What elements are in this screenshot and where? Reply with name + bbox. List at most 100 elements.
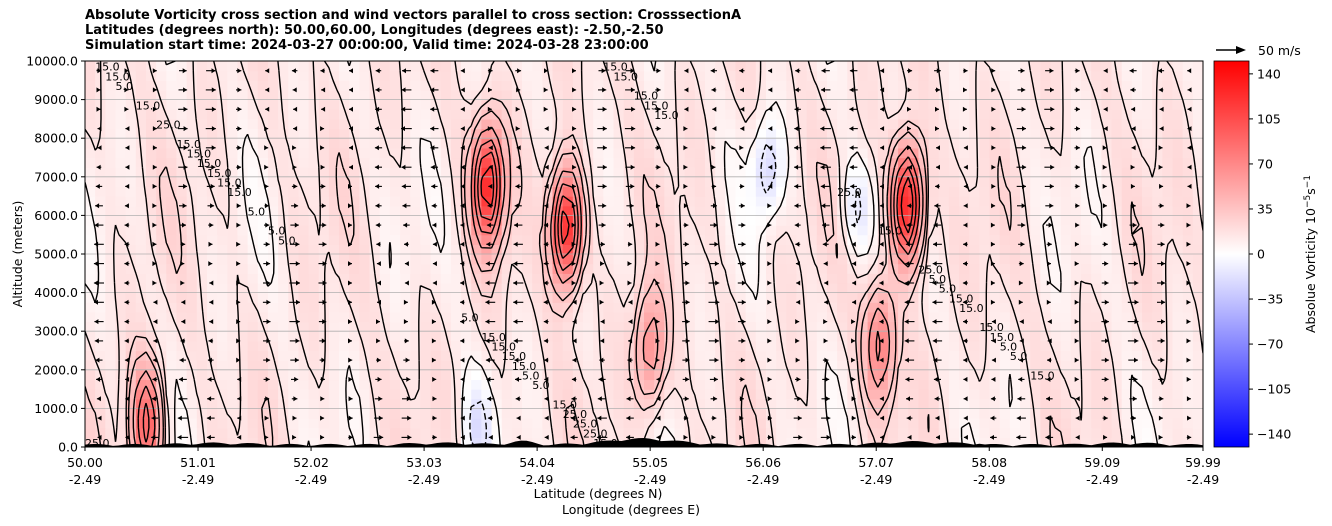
- vorticity-cell: [745, 389, 757, 400]
- vorticity-cell: [948, 418, 960, 429]
- vorticity-cell: [85, 369, 96, 381]
- vorticity-cell: [918, 167, 930, 178]
- vorticity-cell: [1009, 89, 1021, 101]
- vorticity-cell: [369, 167, 381, 178]
- vorticity-cell: [217, 311, 228, 323]
- vorticity-cell: [481, 437, 493, 447]
- vorticity-cell: [227, 389, 239, 400]
- vorticity-cell: [511, 61, 523, 72]
- vorticity-cell: [1060, 369, 1072, 381]
- contour-label: 15.0: [644, 99, 669, 112]
- vorticity-cell: [1162, 176, 1174, 188]
- vorticity-cell: [867, 70, 879, 81]
- vorticity-cell: [613, 398, 625, 409]
- vorticity-cell: [115, 70, 127, 81]
- vorticity-cell: [715, 186, 726, 197]
- vorticity-cell: [765, 254, 777, 265]
- vorticity-cell: [1101, 176, 1113, 188]
- vorticity-cell: [308, 437, 320, 447]
- wind-vector-head: [1103, 415, 1108, 421]
- vorticity-cell: [715, 109, 726, 120]
- vorticity-cell: [796, 70, 808, 81]
- vorticity-cell: [145, 273, 157, 284]
- vorticity-cell: [1162, 302, 1174, 313]
- vorticity-cell: [735, 157, 747, 168]
- vorticity-cell: [95, 244, 106, 255]
- vorticity-cell: [125, 186, 137, 197]
- wind-vector: [1016, 434, 1027, 440]
- vorticity-cell: [806, 331, 818, 342]
- vorticity-cell: [288, 234, 300, 245]
- vorticity-cell: [145, 340, 157, 352]
- vorticity-cell: [145, 282, 157, 294]
- vorticity-cell: [796, 379, 808, 390]
- vorticity-cell: [1111, 350, 1123, 361]
- vorticity-cell: [1152, 80, 1163, 91]
- vorticity-cell: [389, 215, 401, 226]
- wind-vector-head: [206, 415, 211, 421]
- vorticity-cell: [1091, 80, 1102, 91]
- vorticity-cell: [166, 263, 178, 274]
- vorticity-cell: [420, 379, 432, 390]
- vorticity-cell: [430, 379, 442, 390]
- vorticity-cell: [837, 408, 848, 419]
- vorticity-cell: [552, 340, 564, 352]
- vorticity-cell: [511, 321, 523, 332]
- vorticity-cell: [471, 225, 482, 236]
- vorticity-cell: [979, 331, 991, 342]
- vorticity-cell: [593, 225, 604, 236]
- wind-vector-head: [177, 415, 182, 421]
- vorticity-cell: [410, 369, 421, 381]
- vorticity-cell: [928, 128, 940, 139]
- vorticity-cell: [227, 215, 239, 226]
- vorticity-cell: [1162, 157, 1174, 168]
- vorticity-cell: [735, 273, 747, 284]
- vorticity-cell: [959, 176, 970, 188]
- vorticity-cell: [969, 263, 980, 274]
- vorticity-cell: [318, 254, 330, 265]
- vorticity-cell: [684, 186, 696, 197]
- vorticity-cell: [999, 89, 1011, 101]
- vorticity-cell: [1050, 157, 1062, 168]
- wind-vector-head: [1046, 396, 1050, 402]
- vorticity-cell: [867, 282, 879, 294]
- vorticity-cell: [877, 138, 889, 149]
- vorticity-cell: [1152, 109, 1163, 120]
- vorticity-cell: [481, 302, 493, 313]
- vorticity-cell: [156, 254, 167, 265]
- vorticity-cell: [938, 340, 950, 352]
- vorticity-cell: [1101, 360, 1113, 371]
- vorticity-cell: [400, 157, 411, 168]
- vorticity-cell: [938, 321, 950, 332]
- vorticity-cell: [105, 118, 117, 130]
- vorticity-cell: [1050, 61, 1062, 72]
- contour-label: 15.0: [227, 186, 252, 199]
- vorticity-cell: [420, 61, 432, 72]
- wind-vector-head: [768, 434, 772, 440]
- vorticity-cell: [796, 437, 808, 447]
- vorticity-cell: [420, 292, 432, 303]
- wind-vector-head: [656, 376, 661, 382]
- wind-vector: [656, 396, 661, 402]
- vorticity-cell: [440, 369, 452, 381]
- vorticity-cell: [257, 99, 269, 110]
- vorticity-cell: [410, 215, 421, 226]
- vorticity-cell: [450, 196, 462, 207]
- vorticity-cell: [1142, 427, 1153, 438]
- wind-vector-head: [378, 396, 383, 402]
- vorticity-cell: [938, 263, 950, 274]
- vorticity-cell: [461, 99, 472, 110]
- vorticity-cell: [826, 311, 838, 323]
- vorticity-cell: [1060, 109, 1072, 120]
- vorticity-cell: [440, 205, 452, 216]
- vorticity-cell: [623, 176, 635, 188]
- vorticity-cell: [318, 244, 330, 255]
- vorticity-cell: [1182, 128, 1194, 139]
- vorticity-cell: [471, 234, 482, 245]
- wind-vector: [263, 357, 271, 363]
- vorticity-cell: [145, 379, 157, 390]
- vorticity-cell: [105, 167, 117, 178]
- wind-vector-head: [544, 396, 549, 402]
- contour-level: [137, 139, 921, 447]
- vorticity-cell: [176, 379, 188, 390]
